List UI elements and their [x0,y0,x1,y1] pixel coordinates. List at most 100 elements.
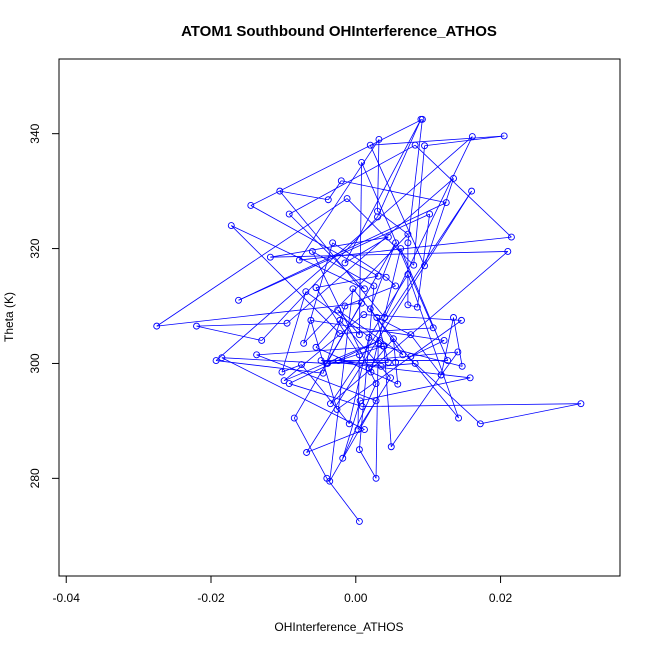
data-point [247,202,255,209]
series-line-segment [305,291,379,344]
series-line-segment [306,429,365,453]
data-point [404,301,412,309]
data-point [384,233,392,241]
data-point [341,259,349,267]
data-point [468,133,476,141]
data-point [407,353,415,361]
data-point [358,299,366,307]
series-line-segment [342,400,361,459]
series-line-segment [480,403,581,425]
data-point [450,314,457,321]
data-point [466,374,474,382]
data-point [372,397,380,405]
data-layer [153,115,585,525]
series-line-segment [410,340,445,357]
data-point [468,187,476,195]
data-point [333,405,341,413]
series-line-segment [221,357,365,430]
data-point [290,414,298,422]
data-point [404,239,412,247]
data-point [394,380,402,388]
data-point [397,245,405,253]
data-point [358,158,366,166]
data-point [253,351,261,359]
data-point [458,316,465,324]
series-line-segment [279,190,329,201]
series-line-segment [326,242,396,364]
data-point [355,331,363,339]
series-line-segment [407,274,459,419]
series-line-segment [330,251,509,404]
data-point [455,414,463,422]
series-line-segment [250,205,379,277]
series-line-segment [289,340,380,384]
y-tick-label: 300 [28,353,42,373]
series-line-segment [377,119,422,218]
x-tick-label: -0.04 [53,591,81,605]
series-line-segment [332,242,387,278]
data-point [280,377,288,385]
series-line-segment [414,144,512,238]
data-point [361,285,368,293]
data-point [358,403,366,410]
data-point [377,362,385,370]
data-point [308,247,316,255]
y-axis: 280 300 320 340 [28,123,60,488]
data-point [365,364,373,372]
series-line-segment [416,214,431,308]
x-tick-label: 0.02 [489,591,513,605]
series-line-segment [216,360,324,374]
data-point [476,420,484,428]
series-line-segment [336,320,462,410]
series-line-segment [286,178,454,324]
data-point [319,369,327,377]
series-line-segment [329,288,354,482]
x-tick-label: 0.00 [344,591,368,605]
series-line-segment [238,213,430,301]
data-point [283,319,291,327]
series-line-segment [344,119,422,264]
data-point [373,314,381,321]
data-point [392,239,400,247]
data-point [404,270,412,278]
data-point [300,339,308,347]
data-point [365,334,373,342]
series-line-segment [279,190,386,318]
data-point [458,362,466,370]
data-point [334,306,342,314]
data-point [421,262,429,270]
series-line-segment [312,251,375,287]
data-point [413,303,421,311]
data-point [341,302,349,310]
data-point [312,343,320,351]
y-tick-label: 280 [28,468,42,488]
data-point [367,368,375,376]
data-point [437,371,445,379]
data-point [317,357,325,365]
data-point [285,210,293,218]
data-point [504,247,512,255]
data-point [384,358,392,366]
series-line-segment [337,309,404,356]
series-line-segment [283,340,380,382]
series-line-segment [400,248,449,361]
x-axis: -0.04 -0.02 0.00 0.02 [53,575,513,605]
data-point [153,322,161,330]
series-line-segment [311,251,377,384]
series-line-segment [359,285,375,450]
data-point [278,368,286,376]
data-point [379,342,387,350]
data-point [326,477,334,485]
series-line-segment [357,354,360,430]
data-point [421,142,429,150]
data-point [418,115,426,123]
data-point [366,141,374,149]
series-line-segment [384,136,473,318]
series-line-segment [289,383,363,407]
series-line-segment [369,145,425,266]
series-line-segment [414,363,481,425]
series-line-segment [339,327,434,334]
series-line-segment [424,135,505,147]
